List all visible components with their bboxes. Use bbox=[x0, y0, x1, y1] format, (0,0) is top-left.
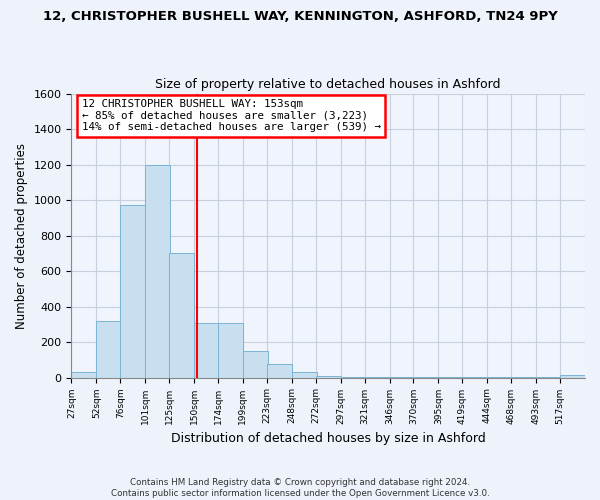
Bar bbox=[169, 254, 194, 378]
Text: 12, CHRISTOPHER BUSHELL WAY, KENNINGTON, ASHFORD, TN24 9PY: 12, CHRISTOPHER BUSHELL WAY, KENNINGTON,… bbox=[43, 10, 557, 23]
Y-axis label: Number of detached properties: Number of detached properties bbox=[15, 142, 28, 328]
Bar bbox=[71, 372, 97, 378]
Bar bbox=[341, 376, 365, 378]
Bar bbox=[365, 377, 389, 378]
Bar bbox=[316, 376, 341, 378]
Bar bbox=[292, 372, 317, 378]
Bar bbox=[218, 322, 243, 378]
Title: Size of property relative to detached houses in Ashford: Size of property relative to detached ho… bbox=[155, 78, 501, 91]
Text: 12 CHRISTOPHER BUSHELL WAY: 153sqm
← 85% of detached houses are smaller (3,223)
: 12 CHRISTOPHER BUSHELL WAY: 153sqm ← 85%… bbox=[82, 99, 380, 132]
Bar bbox=[243, 351, 268, 378]
Bar bbox=[267, 364, 292, 378]
Text: Contains HM Land Registry data © Crown copyright and database right 2024.
Contai: Contains HM Land Registry data © Crown c… bbox=[110, 478, 490, 498]
X-axis label: Distribution of detached houses by size in Ashford: Distribution of detached houses by size … bbox=[171, 432, 485, 445]
Bar bbox=[145, 164, 170, 378]
Bar bbox=[120, 206, 145, 378]
Bar bbox=[194, 322, 219, 378]
Bar bbox=[560, 375, 585, 378]
Bar bbox=[97, 321, 121, 378]
